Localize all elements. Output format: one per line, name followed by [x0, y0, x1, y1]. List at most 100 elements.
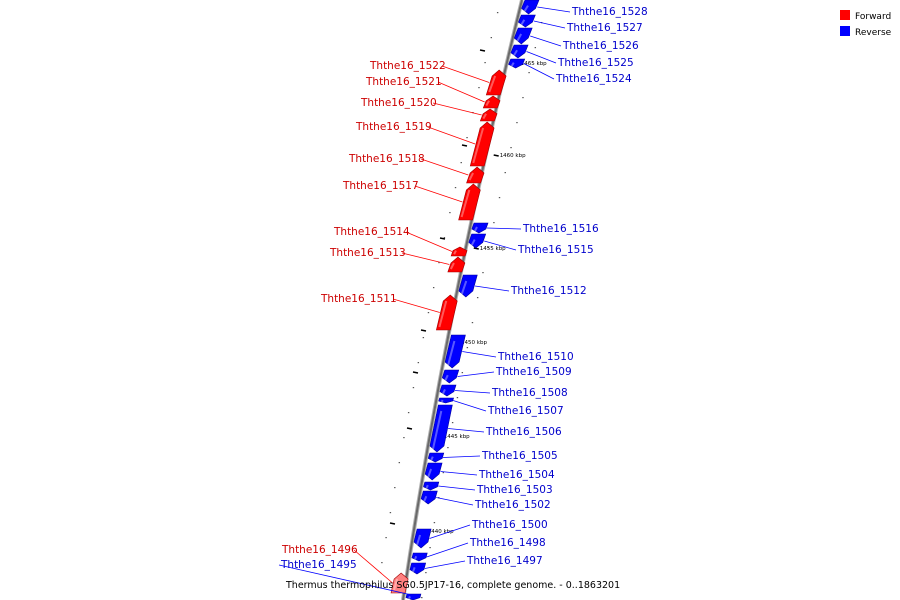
gene-ththe16_1495[interactable]: Ththe16_1495 — [278, 559, 422, 600]
gene-ththe16_1516[interactable]: Ththe16_1516 — [471, 222, 599, 235]
gene-ththe16_1497[interactable]: Ththe16_1497 — [409, 555, 543, 575]
gene-ththe16_1511[interactable]: Ththe16_1511 — [320, 293, 458, 331]
gene-ththe16_1513[interactable]: Ththe16_1513 — [329, 247, 466, 273]
gene-ththe16_1522[interactable]: Ththe16_1522 — [369, 60, 507, 96]
gene-label[interactable]: Ththe16_1527 — [566, 22, 643, 34]
gene-ththe16_1508[interactable]: Ththe16_1508 — [439, 384, 568, 399]
gene-label[interactable]: Ththe16_1500 — [471, 519, 548, 531]
gene-arrow[interactable] — [450, 246, 468, 257]
gene-ththe16_1512[interactable]: Ththe16_1512 — [458, 274, 587, 298]
gene-label[interactable]: Ththe16_1495 — [280, 559, 357, 571]
gene-ththe16_1500[interactable]: Ththe16_1500 — [413, 519, 548, 549]
gene-arrow[interactable] — [441, 369, 460, 384]
gene-arrow[interactable] — [521, 0, 540, 15]
gene-highlight — [440, 399, 444, 403]
gene-arrow[interactable] — [447, 256, 466, 273]
gene-ththe16_1507[interactable]: Ththe16_1507 — [438, 397, 564, 417]
gene-arrow[interactable] — [466, 166, 485, 184]
gene-connector — [438, 485, 476, 491]
gene-ththe16_1527[interactable]: Ththe16_1527 — [518, 14, 643, 34]
gene-label[interactable]: Ththe16_1510 — [497, 351, 574, 363]
gene-ththe16_1502[interactable]: Ththe16_1502 — [420, 490, 551, 511]
gene-ththe16_1518[interactable]: Ththe16_1518 — [348, 153, 485, 184]
gene-label[interactable]: Ththe16_1512 — [510, 285, 587, 297]
gene-label[interactable]: Ththe16_1497 — [466, 555, 543, 567]
gene-label[interactable]: Ththe16_1524 — [555, 73, 632, 85]
gene-ththe16_1528[interactable]: Ththe16_1528 — [521, 0, 648, 18]
gene-ththe16_1520[interactable]: Ththe16_1520 — [360, 97, 498, 122]
gene-label[interactable]: Ththe16_1521 — [365, 76, 442, 88]
gene-ththe16_1504[interactable]: Ththe16_1504 — [424, 462, 555, 481]
gene-label[interactable]: Ththe16_1519 — [355, 121, 432, 133]
gene-label[interactable]: Ththe16_1513 — [329, 247, 406, 259]
gene-label[interactable]: Ththe16_1520 — [360, 97, 437, 109]
gene-arrow[interactable] — [444, 334, 466, 369]
gene-label[interactable]: Ththe16_1509 — [495, 366, 572, 378]
gene-arrow[interactable] — [508, 58, 526, 69]
gene-label[interactable]: Ththe16_1511 — [320, 293, 397, 305]
gene-ththe16_1515[interactable]: Ththe16_1515 — [468, 233, 594, 256]
gene-label[interactable]: Ththe16_1498 — [469, 537, 546, 549]
gene-ththe16_1517[interactable]: Ththe16_1517 — [342, 180, 481, 221]
gene-arrow[interactable] — [409, 562, 427, 575]
gene-arrow[interactable] — [413, 528, 432, 549]
gene-arrow[interactable] — [424, 462, 443, 481]
gene-label[interactable]: Ththe16_1506 — [485, 426, 562, 438]
gene-arrow[interactable] — [513, 27, 533, 45]
gene-highlight — [425, 484, 429, 489]
gene-ththe16_1514[interactable]: Ththe16_1514 — [333, 226, 468, 257]
gene-label[interactable]: Ththe16_1522 — [369, 60, 446, 72]
gene-arrow[interactable] — [390, 572, 409, 594]
gene-label[interactable]: Ththe16_1496 — [281, 544, 358, 556]
gene-arrow[interactable] — [469, 121, 495, 167]
gene-arrow[interactable] — [471, 222, 489, 234]
gene-arrow[interactable] — [510, 44, 529, 59]
scale-dot — [451, 422, 454, 424]
gene-arrow[interactable] — [482, 95, 501, 109]
scale-dot — [490, 37, 493, 39]
gene-arrow[interactable] — [423, 481, 440, 491]
gene-ththe16_1498[interactable]: Ththe16_1498 — [411, 537, 546, 562]
gene-ththe16_1503[interactable]: Ththe16_1503 — [423, 481, 553, 496]
gene-label[interactable]: Ththe16_1515 — [517, 244, 594, 256]
gene-label[interactable]: Ththe16_1516 — [522, 223, 599, 235]
gene-ththe16_1525[interactable]: Ththe16_1525 — [510, 44, 634, 69]
gene-ththe16_1526[interactable]: Ththe16_1526 — [513, 27, 639, 52]
gene-label[interactable]: Ththe16_1502 — [474, 499, 551, 511]
gene-arrow[interactable] — [427, 452, 445, 463]
gene-ththe16_1519[interactable]: Ththe16_1519 — [355, 121, 495, 167]
gene-ththe16_1510[interactable]: Ththe16_1510 — [444, 334, 574, 369]
gene-arrow[interactable] — [479, 108, 498, 122]
gene-arrow[interactable] — [429, 404, 453, 453]
gene-arrow[interactable] — [458, 274, 478, 298]
gene-label[interactable]: Ththe16_1528 — [571, 6, 648, 18]
gene-arrow[interactable] — [411, 552, 428, 562]
gene-label[interactable]: Ththe16_1525 — [557, 57, 634, 69]
gene-label[interactable]: Ththe16_1505 — [481, 450, 558, 462]
gene-ththe16_1509[interactable]: Ththe16_1509 — [441, 366, 572, 384]
gene-label[interactable]: Ththe16_1508 — [491, 387, 568, 399]
gene-label[interactable]: Ththe16_1503 — [476, 484, 553, 496]
gene-ththe16_1505[interactable]: Ththe16_1505 — [427, 450, 558, 463]
gene-arrow[interactable] — [435, 294, 458, 331]
gene-label[interactable]: Ththe16_1504 — [478, 469, 555, 481]
gene-label[interactable]: Ththe16_1514 — [333, 226, 410, 238]
gene-arrow[interactable] — [438, 397, 454, 404]
gene-arrow[interactable] — [458, 183, 481, 221]
gene-arrow[interactable] — [518, 14, 536, 28]
gene-label[interactable]: Ththe16_1526 — [562, 40, 639, 52]
gene-arrow[interactable] — [420, 490, 438, 505]
gene-label[interactable]: Ththe16_1507 — [487, 405, 564, 417]
scale-tick — [493, 154, 499, 157]
gene-ththe16_1506[interactable]: Ththe16_1506 — [429, 404, 562, 453]
gene-arrow[interactable] — [485, 69, 507, 96]
gene-label[interactable]: Ththe16_1517 — [342, 180, 419, 192]
gene-ththe16_1521[interactable]: Ththe16_1521 — [365, 76, 501, 109]
gene-arrow[interactable] — [468, 233, 487, 249]
gene-arrow[interactable] — [439, 384, 457, 397]
gene-ththe16_1496[interactable]: Ththe16_1496 — [281, 544, 409, 594]
gene-label[interactable]: Ththe16_1518 — [348, 153, 425, 165]
gene-connector — [440, 471, 478, 476]
gene-arrow[interactable] — [405, 593, 422, 600]
gene-ththe16_1524[interactable]: Ththe16_1524 — [508, 58, 632, 85]
